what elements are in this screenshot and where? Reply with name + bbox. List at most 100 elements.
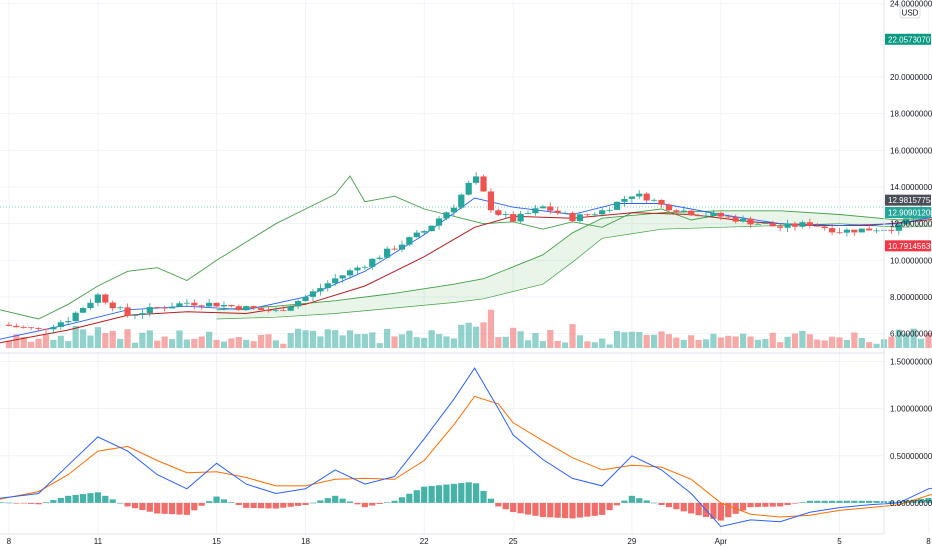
indicator-tick-label: 0.00000000 [890, 499, 932, 508]
candle-body [213, 302, 220, 307]
histogram-bar [643, 500, 650, 503]
volume-bar [235, 337, 242, 348]
volume-bar [903, 333, 910, 348]
volume-bar [391, 336, 398, 348]
candle-body [569, 212, 576, 222]
volume-bar [710, 333, 717, 348]
histogram-bar [495, 502, 502, 507]
histogram-bar [243, 502, 250, 508]
histogram-bar [324, 498, 331, 503]
histogram-bar [599, 502, 606, 515]
volume-bar [554, 341, 561, 348]
volume-bar [799, 330, 806, 348]
volume-bar [539, 341, 546, 348]
histogram-bar [5, 502, 13, 504]
candle-body [888, 229, 895, 231]
volume-bar [851, 332, 858, 348]
stop-price-tag [885, 240, 931, 252]
histogram-bar [547, 502, 554, 518]
histogram-bar [517, 502, 524, 514]
volume-bar [257, 334, 265, 348]
candle-body [554, 210, 561, 213]
indicator-lines [0, 175, 932, 344]
volume-bar [613, 330, 621, 348]
volume-bar [309, 330, 317, 348]
volume-bar [480, 322, 487, 348]
volume-bar [87, 335, 94, 348]
histogram-bar [146, 502, 153, 512]
volume-bar [465, 322, 472, 348]
candle-body [769, 223, 776, 227]
time-axis-ticks[interactable]: 8111518222529Apr581215192 [7, 537, 932, 546]
candle-body [650, 199, 658, 201]
histogram-bar [473, 483, 480, 503]
candle-body [354, 267, 361, 271]
histogram-bar [613, 502, 621, 506]
volume-bar [376, 343, 383, 348]
candle-body [346, 270, 354, 276]
volume-bar [28, 341, 35, 348]
candle-body [176, 303, 183, 307]
target-price-tag-label: 22.05730707 [888, 35, 932, 44]
time-tick-label: 29 [627, 537, 636, 546]
histogram-bar [354, 502, 361, 505]
candle-body [272, 310, 279, 312]
histogram-bar [35, 502, 42, 505]
candle-body [450, 207, 457, 213]
histogram-bar [762, 502, 769, 507]
histogram-bar [739, 502, 747, 511]
volume-bar [665, 334, 673, 348]
histogram-bar [806, 500, 813, 503]
histogram-bar [673, 502, 680, 510]
price-axis-ticks[interactable]: 24.00000000 20.00000000 18.00000000 16.0000… [890, 0, 932, 339]
histogram-bar [206, 501, 213, 503]
time-tick-label: 18 [301, 537, 310, 546]
price-tick-label: 18.00000000 [890, 110, 932, 119]
price-tick-label: 12.00000000 [890, 220, 932, 229]
candle-body [250, 306, 257, 309]
volume-bar [13, 334, 20, 348]
histogram-bar [851, 500, 858, 503]
histogram-bar [154, 502, 161, 514]
volume-bar [888, 336, 895, 348]
candle-body [421, 231, 428, 233]
histogram-bar [102, 495, 109, 503]
histogram-bar [487, 498, 495, 503]
histogram-bar [650, 502, 658, 504]
last-price-tag-label: 12.90901208 [888, 209, 932, 218]
volume-bar [42, 334, 50, 348]
histogram-bar [109, 499, 116, 503]
volume-bar [346, 330, 354, 348]
candle-body [547, 206, 554, 211]
grid [0, 0, 929, 534]
volume-bar [79, 329, 87, 348]
candle-body [613, 201, 621, 210]
candle-body [183, 302, 190, 304]
currency-text: USD [902, 9, 919, 18]
histogram-bar [183, 502, 190, 515]
volume-bar [814, 339, 821, 348]
volume-bar [265, 334, 272, 348]
price-tick-label: 8.00000000 [890, 293, 932, 302]
candlesticks[interactable] [5, 172, 932, 334]
candle-body [680, 210, 687, 212]
candle-body [806, 222, 813, 226]
histogram-bar [606, 502, 613, 511]
histogram-bar [576, 502, 584, 518]
histogram-bar [117, 502, 124, 504]
volume-bar [206, 331, 213, 348]
currency-label[interactable]: USD [899, 6, 921, 19]
time-tick-label: 22 [420, 537, 429, 546]
volume-bar [754, 339, 762, 348]
candle-body [57, 322, 64, 327]
indicator-axis-ticks[interactable]: 1.50000000 1.00000000 0.50000000 0.00000000 [890, 358, 932, 508]
histogram-bar [784, 502, 791, 506]
volume-bar [828, 336, 836, 348]
volume-bar [384, 328, 391, 348]
volume-bar [161, 336, 168, 348]
histogram-bar [124, 502, 131, 507]
candle-body [376, 257, 383, 259]
histogram-bar [725, 502, 732, 518]
base-line [0, 212, 932, 344]
